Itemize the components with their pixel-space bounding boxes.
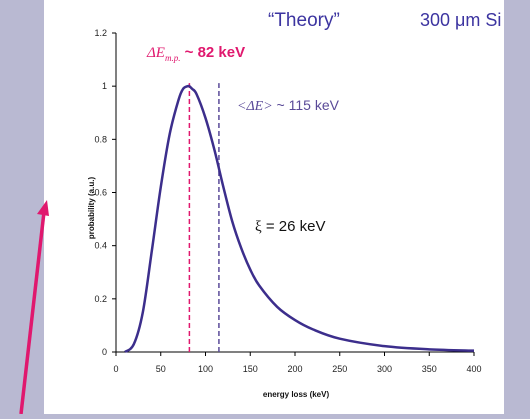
chart-title-left: “Theory” bbox=[268, 10, 340, 31]
y-tick-label: 1.2 bbox=[94, 28, 107, 38]
x-tick-label: 100 bbox=[198, 364, 213, 374]
mean-symbol: <ΔE> bbox=[237, 99, 273, 114]
mp-annotation: ΔEm.p. ~ 82 keV bbox=[146, 44, 245, 63]
x-tick-label: 350 bbox=[422, 364, 437, 374]
mean-value: ~ 115 keV bbox=[273, 97, 340, 113]
chart-title-right: 300 μm Si bbox=[420, 10, 501, 30]
y-tick-label: 0.2 bbox=[94, 294, 107, 304]
y-tick-label: 0.4 bbox=[94, 241, 107, 251]
chart-panel bbox=[44, 0, 504, 414]
tick-labels: 0 50 100 150 200 250 300 350 400 0 0.2 0.4 0.6 0.8 1 1.… bbox=[94, 28, 481, 374]
mp-subscript: m.p. bbox=[165, 53, 181, 63]
x-tick-label: 200 bbox=[287, 364, 302, 374]
xi-value: = 26 keV bbox=[262, 218, 326, 235]
x-tick-label: 400 bbox=[466, 364, 481, 374]
xi-annotation: ξ = 26 keV bbox=[255, 218, 325, 235]
y-axis-title: probability (a.u.) bbox=[87, 177, 96, 240]
mp-value: ~ 82 keV bbox=[180, 44, 245, 61]
mp-symbol: ΔE bbox=[146, 45, 165, 61]
y-tick-label: 0.6 bbox=[94, 188, 107, 198]
x-axis-title: energy loss (keV) bbox=[263, 390, 330, 399]
arrow-head-icon bbox=[37, 200, 49, 216]
distribution-curve bbox=[124, 84, 475, 354]
x-tick-label: 300 bbox=[377, 364, 392, 374]
axes bbox=[112, 32, 475, 356]
y-tick-label: 1 bbox=[102, 81, 107, 91]
xi-symbol: ξ bbox=[255, 219, 262, 235]
mean-annotation: <ΔE> ~ 115 keV bbox=[237, 97, 340, 114]
x-tick-label: 150 bbox=[243, 364, 258, 374]
x-tick-label: 50 bbox=[156, 364, 166, 374]
reference-lines bbox=[188, 83, 220, 352]
y-tick-label: 0.8 bbox=[94, 134, 107, 144]
y-tick-label: 0 bbox=[102, 347, 107, 357]
pointer-arrow bbox=[19, 200, 49, 415]
x-tick-label: 250 bbox=[332, 364, 347, 374]
x-tick-label: 0 bbox=[113, 364, 118, 374]
